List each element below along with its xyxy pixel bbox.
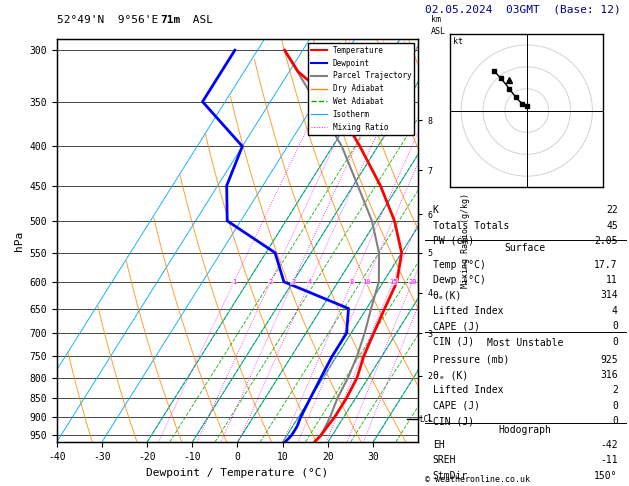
- Text: Lifted Index: Lifted Index: [433, 306, 503, 316]
- Text: 3: 3: [291, 279, 296, 285]
- Text: 4: 4: [612, 306, 618, 316]
- Text: 52°49'N  9°56'E: 52°49'N 9°56'E: [57, 15, 171, 25]
- Text: 0: 0: [612, 416, 618, 426]
- Text: 8: 8: [350, 279, 354, 285]
- Text: CAPE (J): CAPE (J): [433, 401, 480, 411]
- Text: SREH: SREH: [433, 455, 456, 465]
- Text: Hodograph: Hodograph: [499, 425, 552, 434]
- Text: -42: -42: [600, 440, 618, 450]
- Legend: Temperature, Dewpoint, Parcel Trajectory, Dry Adiabat, Wet Adiabat, Isotherm, Mi: Temperature, Dewpoint, Parcel Trajectory…: [308, 43, 415, 135]
- Text: 11: 11: [606, 275, 618, 285]
- Text: 150°: 150°: [594, 470, 618, 481]
- Text: 0: 0: [612, 401, 618, 411]
- Text: -11: -11: [600, 455, 618, 465]
- Text: 22: 22: [606, 205, 618, 215]
- Text: Most Unstable: Most Unstable: [487, 338, 564, 348]
- Text: LCL: LCL: [419, 415, 433, 424]
- Text: 45: 45: [606, 221, 618, 230]
- Text: Surface: Surface: [504, 243, 546, 253]
- Text: K: K: [433, 205, 438, 215]
- Text: PW (cm): PW (cm): [433, 236, 474, 246]
- Text: θₑ (K): θₑ (K): [433, 370, 468, 380]
- Text: km: km: [431, 15, 441, 24]
- Text: 2: 2: [269, 279, 273, 285]
- Text: kt: kt: [454, 37, 464, 46]
- Text: θₑ(K): θₑ(K): [433, 291, 462, 300]
- Text: 925: 925: [600, 355, 618, 364]
- Text: CIN (J): CIN (J): [433, 337, 474, 347]
- Text: Totals Totals: Totals Totals: [433, 221, 509, 230]
- Text: 20: 20: [408, 279, 417, 285]
- Text: Temp (°C): Temp (°C): [433, 260, 486, 270]
- Text: CAPE (J): CAPE (J): [433, 321, 480, 331]
- Text: 0: 0: [612, 337, 618, 347]
- Text: Pressure (mb): Pressure (mb): [433, 355, 509, 364]
- Text: 4: 4: [308, 279, 312, 285]
- Y-axis label: hPa: hPa: [14, 230, 24, 251]
- Text: 2.05: 2.05: [594, 236, 618, 246]
- Text: 2: 2: [612, 385, 618, 396]
- Text: 71m: 71m: [160, 15, 181, 25]
- Text: 17.7: 17.7: [594, 260, 618, 270]
- Text: ASL: ASL: [431, 27, 446, 36]
- Text: 316: 316: [600, 370, 618, 380]
- Text: 1: 1: [232, 279, 236, 285]
- Text: EH: EH: [433, 440, 444, 450]
- Text: 0: 0: [612, 321, 618, 331]
- Text: Mixing Ratio (g/kg): Mixing Ratio (g/kg): [461, 193, 470, 288]
- Text: CIN (J): CIN (J): [433, 416, 474, 426]
- X-axis label: Dewpoint / Temperature (°C): Dewpoint / Temperature (°C): [147, 468, 328, 478]
- Text: ASL: ASL: [186, 15, 213, 25]
- Text: 314: 314: [600, 291, 618, 300]
- Text: © weatheronline.co.uk: © weatheronline.co.uk: [425, 474, 530, 484]
- Text: 02.05.2024  03GMT  (Base: 12): 02.05.2024 03GMT (Base: 12): [425, 5, 620, 15]
- Text: Lifted Index: Lifted Index: [433, 385, 503, 396]
- Text: 15: 15: [389, 279, 398, 285]
- Text: Dewp (°C): Dewp (°C): [433, 275, 486, 285]
- Text: 10: 10: [362, 279, 370, 285]
- Text: StmDir: StmDir: [433, 470, 468, 481]
